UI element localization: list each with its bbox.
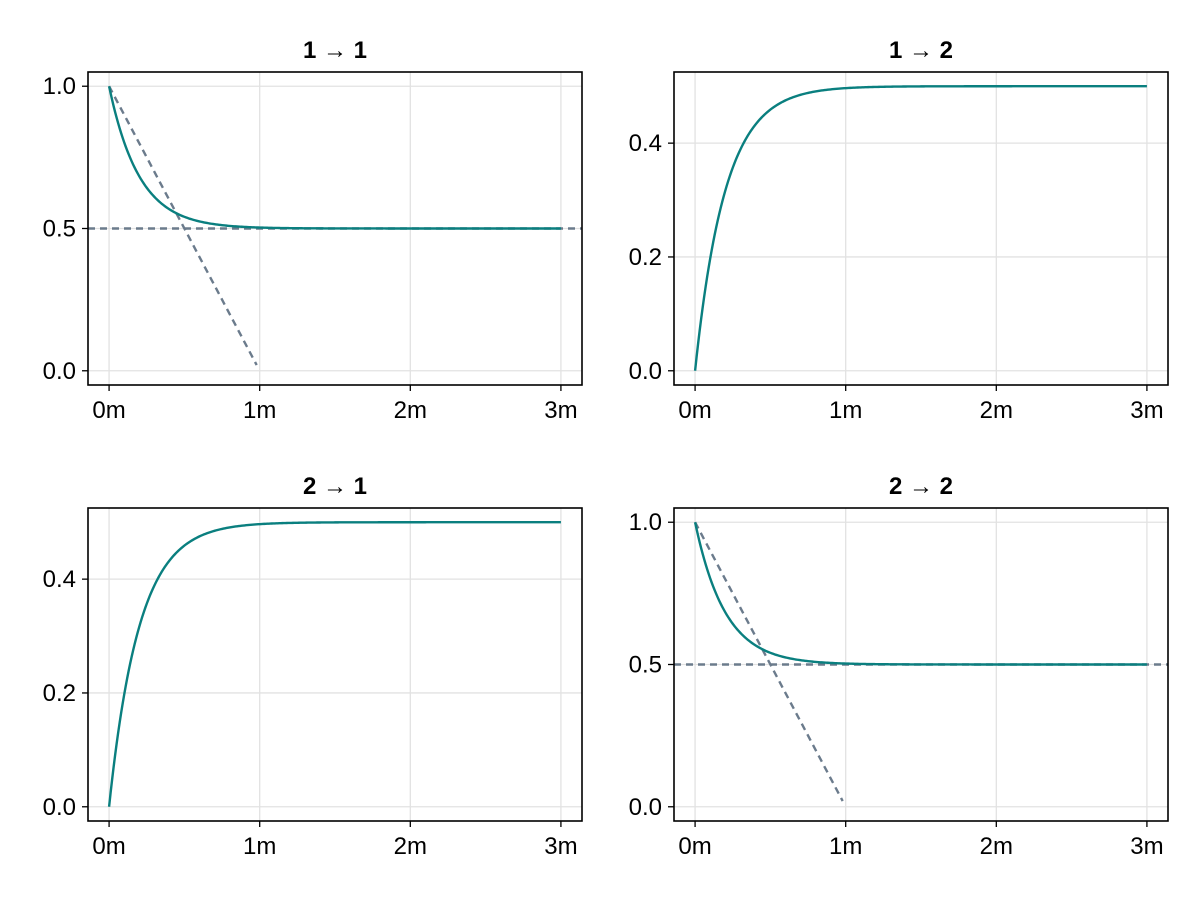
y-tick-label: 1.0: [43, 73, 76, 100]
axes-frame: [87, 507, 583, 822]
response-curve: [693, 85, 1147, 371]
plot-area: [693, 85, 1147, 371]
panel-2-1: 0m 1m 2m 3m 0.0 0.2 0.4 2 → 1: [43, 473, 583, 860]
x-tick-label: 1m: [829, 833, 862, 860]
panel-title: 1 → 1: [303, 37, 367, 64]
y-tick-label: 0.4: [629, 130, 662, 157]
x-tick-label: 2m: [980, 833, 1013, 860]
y-tick-label: 1.0: [629, 509, 662, 536]
response-curve: [107, 85, 561, 230]
x-tick-label: 3m: [1130, 397, 1163, 424]
x-tick-label: 0m: [92, 833, 125, 860]
y-tick-label: 0.4: [43, 566, 76, 593]
panel-title: 2 → 2: [889, 473, 953, 500]
x-tick-label: 3m: [1130, 833, 1163, 860]
x-tick-label: 2m: [394, 833, 427, 860]
panel-1-2: 0m 1m 2m 3m 0.0 0.2 0.4 1 → 2: [629, 37, 1169, 424]
response-curve: [693, 521, 1147, 666]
y-tick-label: 0.0: [43, 358, 76, 385]
y-tick-label: 0.0: [629, 358, 662, 385]
plot-area: [88, 85, 582, 366]
x-tick-label: 2m: [394, 397, 427, 424]
x-tick-label: 0m: [678, 397, 711, 424]
panel-title: 2 → 1: [303, 473, 367, 500]
y-tick-label: 0.0: [43, 794, 76, 821]
y-tick-label: 0.2: [43, 680, 76, 707]
response-curve: [107, 521, 561, 807]
axes-frame: [673, 71, 1169, 386]
x-tick-label: 1m: [829, 397, 862, 424]
y-tick-label: 0.0: [629, 794, 662, 821]
y-tick-label: 0.5: [629, 652, 662, 679]
plot-area: [107, 521, 561, 807]
panel-2-2: 0m 1m 2m 3m 0.0 0.5 1.0 2 → 2: [629, 473, 1169, 860]
panel-1-1: 0m 1m 2m 3m 0.0 0.5 1.0 1 → 1: [43, 37, 583, 424]
y-tick-label: 0.5: [43, 216, 76, 243]
tangent-dashed-line: [108, 85, 258, 366]
x-tick-label: 1m: [243, 833, 276, 860]
panel-title: 1 → 2: [889, 37, 953, 64]
tangent-dashed-line: [694, 521, 844, 802]
x-tick-label: 1m: [243, 397, 276, 424]
x-tick-label: 2m: [980, 397, 1013, 424]
x-tick-label: 3m: [544, 833, 577, 860]
x-tick-label: 0m: [92, 397, 125, 424]
x-tick-label: 0m: [678, 833, 711, 860]
x-tick-label: 3m: [544, 397, 577, 424]
y-tick-label: 0.2: [629, 244, 662, 271]
plot-area: [674, 521, 1168, 802]
